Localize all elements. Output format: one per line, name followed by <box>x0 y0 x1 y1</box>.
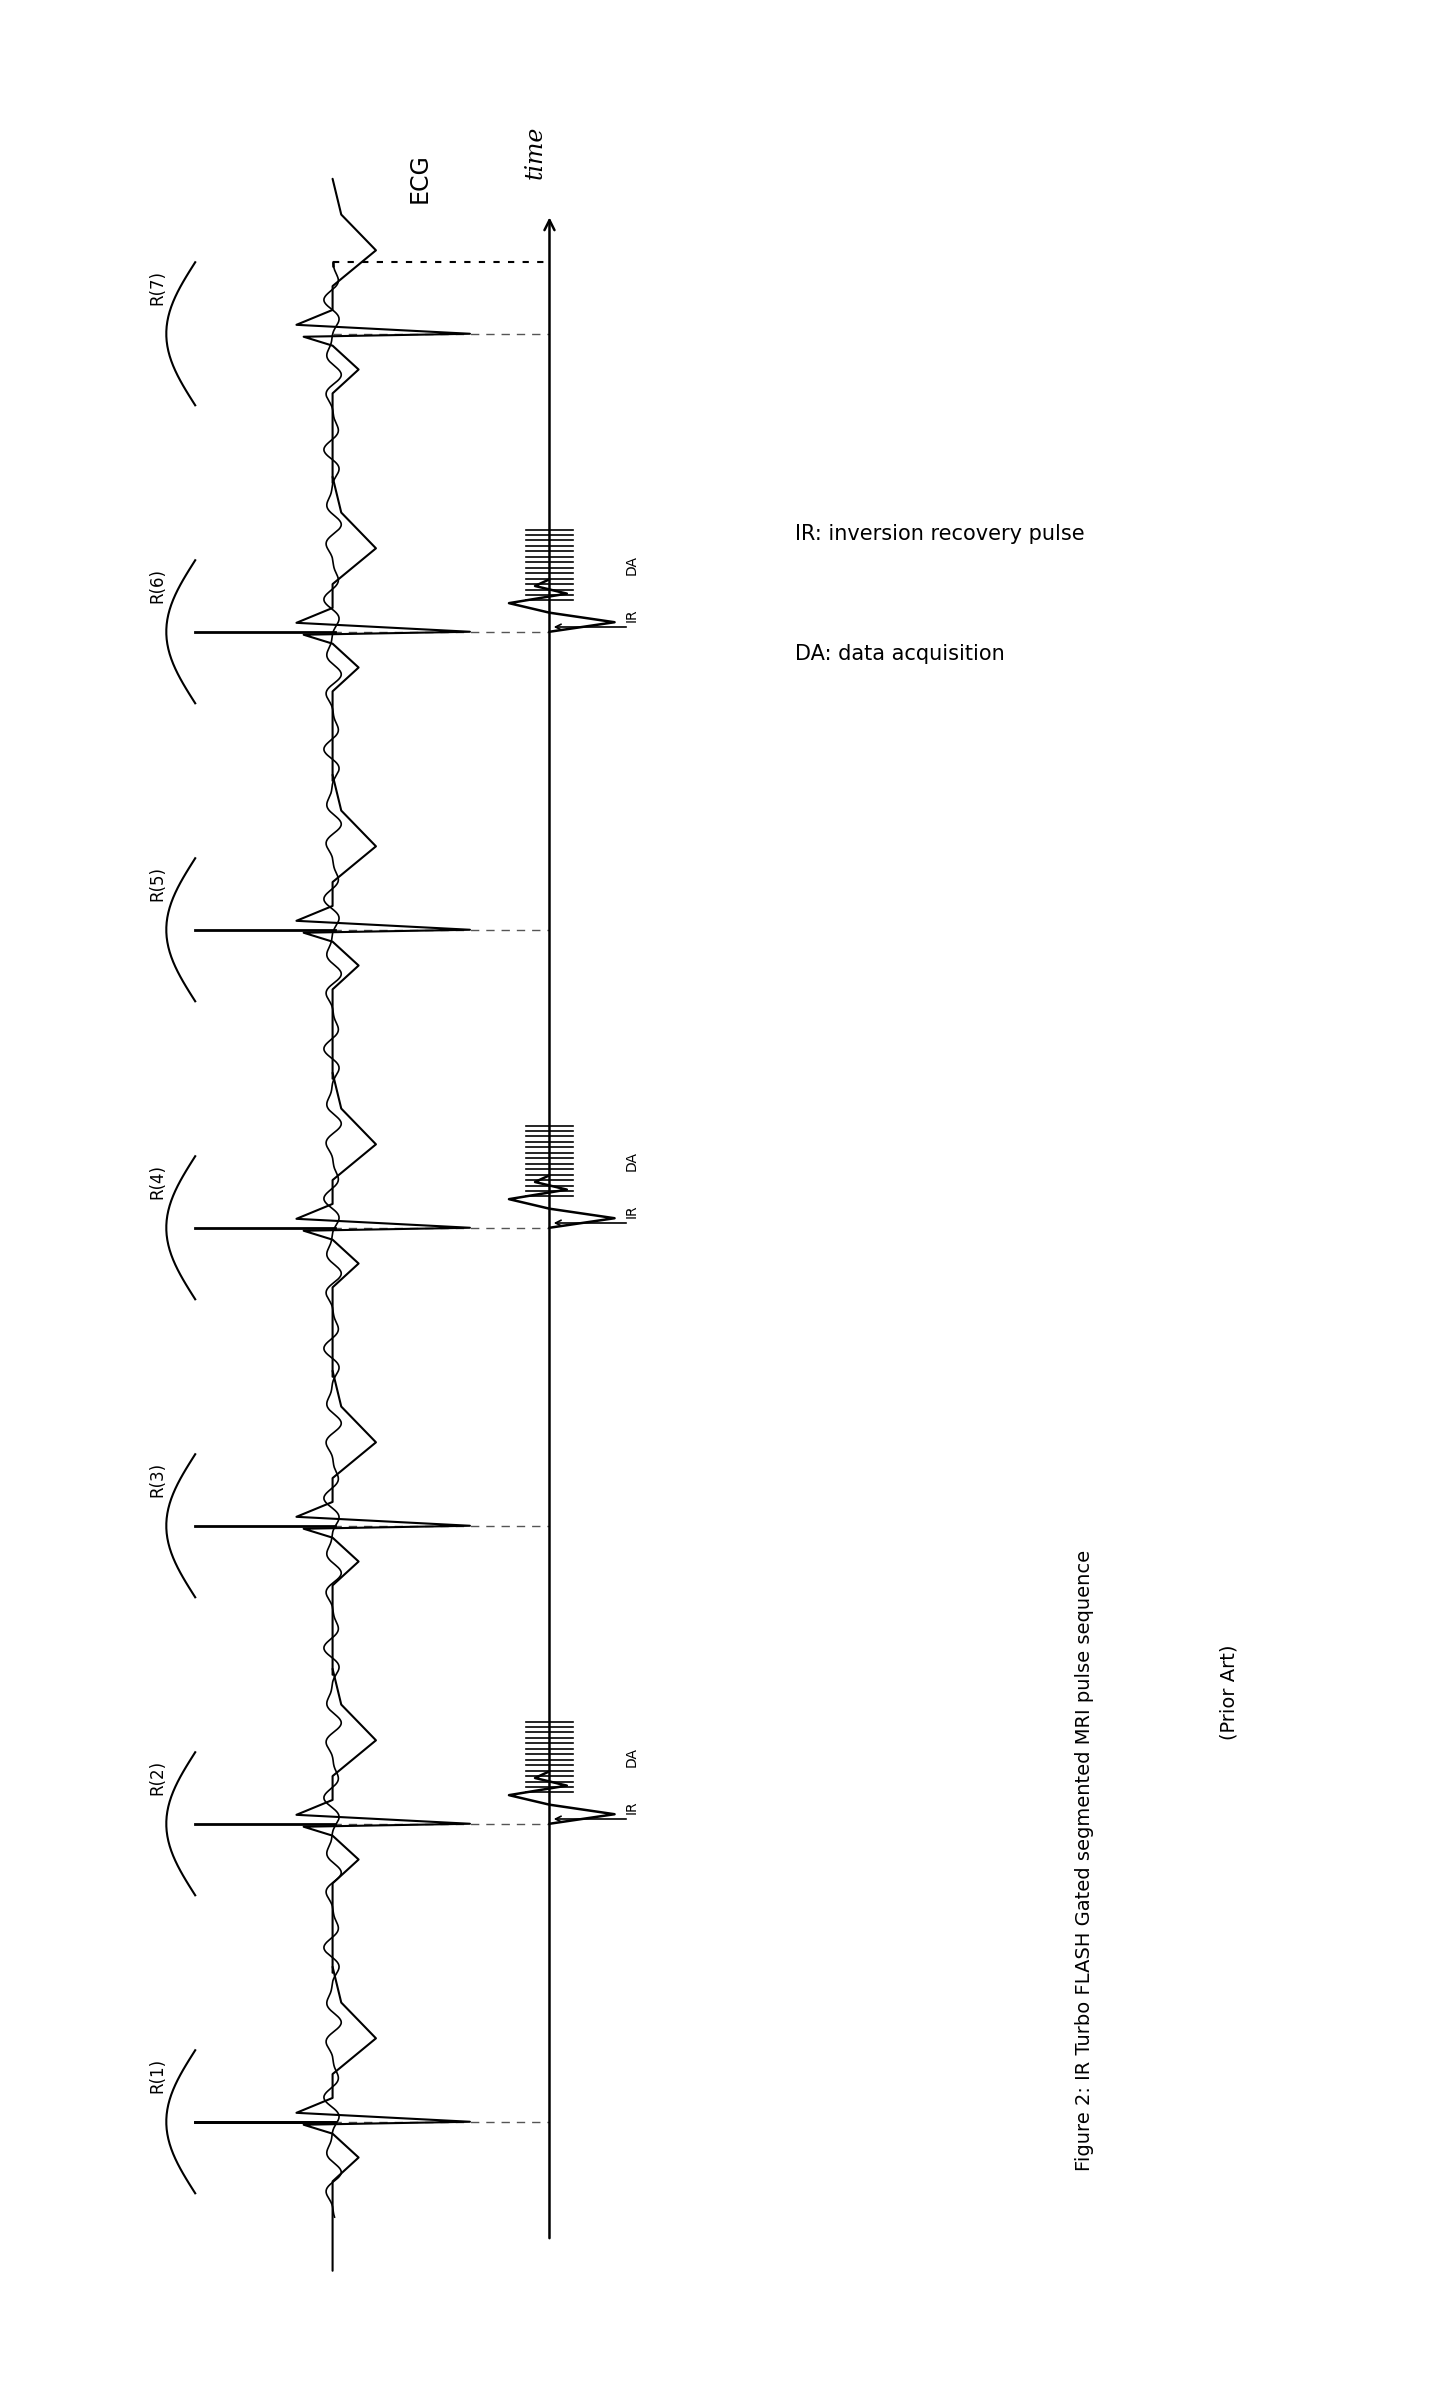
Text: R(1): R(1) <box>149 2057 166 2093</box>
Text: IR: inversion recovery pulse: IR: inversion recovery pulse <box>795 524 1084 544</box>
Text: ECG: ECG <box>408 153 431 203</box>
Text: DA: DA <box>625 1151 639 1171</box>
Text: DA: data acquisition: DA: data acquisition <box>795 644 1005 663</box>
Text: Figure 2: IR Turbo FLASH Gated segmented MRI pulse sequence: Figure 2: IR Turbo FLASH Gated segmented… <box>1074 1550 1095 2172</box>
Text: time: time <box>523 126 547 179</box>
Text: R(4): R(4) <box>149 1163 166 1199</box>
Text: IR: IR <box>625 608 639 622</box>
Text: R(7): R(7) <box>149 269 166 305</box>
Text: IR: IR <box>625 1204 639 1218</box>
Text: IR: IR <box>625 1800 639 1814</box>
Text: R(6): R(6) <box>149 567 166 603</box>
Text: (Prior Art): (Prior Art) <box>1219 1645 1239 1740</box>
Text: DA: DA <box>625 555 639 575</box>
Text: R(3): R(3) <box>149 1461 166 1497</box>
Text: R(5): R(5) <box>149 865 166 901</box>
Text: R(2): R(2) <box>149 1759 166 1795</box>
Text: DA: DA <box>625 1747 639 1767</box>
